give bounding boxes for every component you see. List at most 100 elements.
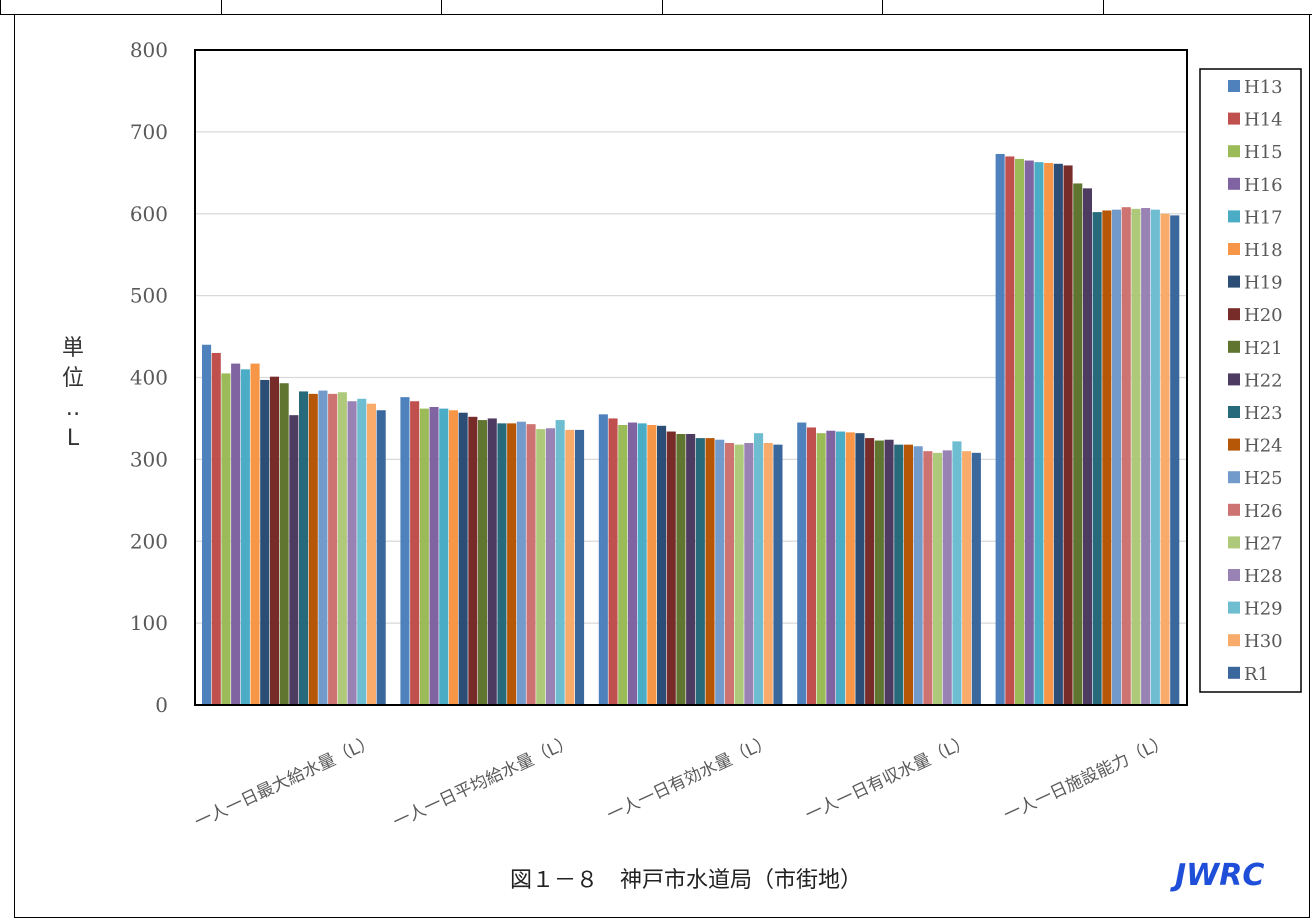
strip-divider — [882, 0, 883, 14]
legend-label-H29: H29 — [1244, 599, 1283, 620]
legend-swatch-H14 — [1228, 112, 1240, 125]
y-tick-label: 600 — [130, 202, 168, 226]
y-tick-labels: 0 100 200 300 400 500 600 700 800 — [130, 38, 168, 717]
legend-label-H27: H27 — [1244, 533, 1283, 554]
legend-label-H30: H30 — [1244, 631, 1283, 652]
legend-label-R1: R1 — [1244, 664, 1269, 685]
bar-H20-1 — [468, 416, 478, 705]
axes — [194, 49, 1188, 706]
bar-H21-3 — [874, 440, 884, 705]
bar-H15-0 — [221, 373, 231, 705]
legend-label-H20: H20 — [1244, 305, 1283, 326]
bar-H27-4 — [1131, 208, 1141, 705]
bar-H27-0 — [337, 392, 347, 705]
plot-area-border — [194, 49, 1188, 706]
bar-H24-1 — [507, 423, 517, 705]
bar-H15-2 — [618, 424, 628, 705]
bar-H23-3 — [894, 444, 904, 705]
y-tick-label: 100 — [130, 611, 168, 635]
bar-H26-3 — [923, 451, 933, 705]
legend-label-H15: H15 — [1244, 142, 1283, 163]
bar-H30-4 — [1160, 213, 1170, 705]
bar-H16-2 — [627, 422, 637, 705]
bar-H20-4 — [1063, 165, 1073, 706]
bar-H26-0 — [328, 393, 338, 705]
y-tick-label: 300 — [130, 447, 168, 471]
bar-H13-1 — [400, 397, 410, 705]
legend-label-H18: H18 — [1244, 240, 1283, 261]
legend-swatch-H17 — [1228, 210, 1240, 223]
y-tick-label: 0 — [155, 693, 168, 717]
bar-H19-1 — [458, 412, 468, 705]
strip-divider — [662, 0, 663, 14]
bar-H29-3 — [952, 441, 962, 705]
bar-H25-2 — [715, 439, 725, 705]
y-tick-label: 800 — [130, 38, 168, 62]
legend-label-H23: H23 — [1244, 403, 1283, 424]
bar-H20-2 — [666, 431, 676, 705]
y-tick-label: 700 — [130, 120, 168, 144]
bar-H29-2 — [754, 433, 764, 705]
bar-H26-4 — [1121, 207, 1131, 705]
strip-divider — [441, 0, 442, 14]
bar-H28-3 — [942, 450, 952, 705]
bar-H22-4 — [1082, 188, 1092, 705]
bar-H19-3 — [855, 433, 865, 705]
legend-label-H22: H22 — [1244, 370, 1283, 391]
bar-H17-0 — [240, 369, 250, 705]
bar-H14-4 — [1005, 156, 1015, 705]
legend-swatch-H19 — [1228, 275, 1240, 288]
bar-H18-3 — [845, 432, 855, 705]
category-label: 一人一日有収水量（L） — [802, 731, 973, 825]
bar-H30-1 — [565, 429, 575, 705]
bar-H19-0 — [260, 379, 270, 705]
bar-H21-0 — [279, 383, 289, 705]
bar-H13-4 — [995, 153, 1005, 705]
bar-H20-0 — [269, 376, 279, 705]
bar-H17-3 — [836, 431, 846, 705]
bar-R1-2 — [773, 444, 783, 705]
bar-H22-0 — [289, 415, 299, 705]
bar-H22-1 — [487, 418, 497, 705]
bar-H17-4 — [1034, 162, 1044, 705]
bar-H26-1 — [526, 424, 536, 705]
bar-H17-2 — [637, 423, 647, 705]
legend-label-H16: H16 — [1244, 175, 1283, 196]
legend-swatch-H16 — [1228, 177, 1240, 190]
bar-H21-1 — [478, 420, 488, 705]
strip-divider — [1103, 0, 1104, 14]
bar-H28-0 — [347, 401, 357, 705]
strip-divider — [0, 0, 1, 14]
bar-H24-2 — [705, 438, 715, 705]
bar-H24-0 — [308, 393, 318, 705]
bar-H18-4 — [1044, 162, 1054, 706]
figure-caption: 図１－８ 神戸市水道局（市街地） — [510, 868, 863, 893]
legend-label-H24: H24 — [1244, 436, 1283, 457]
y-axis-label: 単 位 ‥ L — [61, 336, 84, 451]
bar-H29-1 — [555, 420, 565, 705]
bar-H14-3 — [806, 427, 816, 705]
legend-swatch-H22 — [1228, 373, 1240, 386]
legend-swatch-H23 — [1228, 406, 1240, 418]
chart-frame — [14, 14, 1310, 918]
bar-H29-0 — [357, 398, 367, 705]
bar-H29-4 — [1150, 209, 1160, 705]
bar-H23-0 — [299, 391, 309, 705]
legend-swatch-H27 — [1228, 536, 1240, 549]
bar-H17-1 — [439, 408, 449, 705]
bar-H14-1 — [410, 401, 420, 705]
bar-H13-2 — [598, 414, 608, 705]
legend-label-H26: H26 — [1244, 501, 1283, 522]
bar-H30-3 — [962, 451, 972, 705]
legend-box — [1199, 68, 1302, 693]
legend-swatch-H28 — [1228, 569, 1240, 581]
bar-H27-3 — [933, 452, 943, 705]
legend-label-H17: H17 — [1244, 207, 1283, 228]
bar-H28-4 — [1141, 208, 1151, 706]
category-label: 一人一日施設能力（L） — [1001, 731, 1172, 825]
legend-swatch-H15 — [1228, 145, 1240, 158]
legend-swatch-H21 — [1228, 340, 1240, 353]
bar-H30-0 — [366, 403, 376, 705]
bar-H13-0 — [202, 344, 212, 705]
